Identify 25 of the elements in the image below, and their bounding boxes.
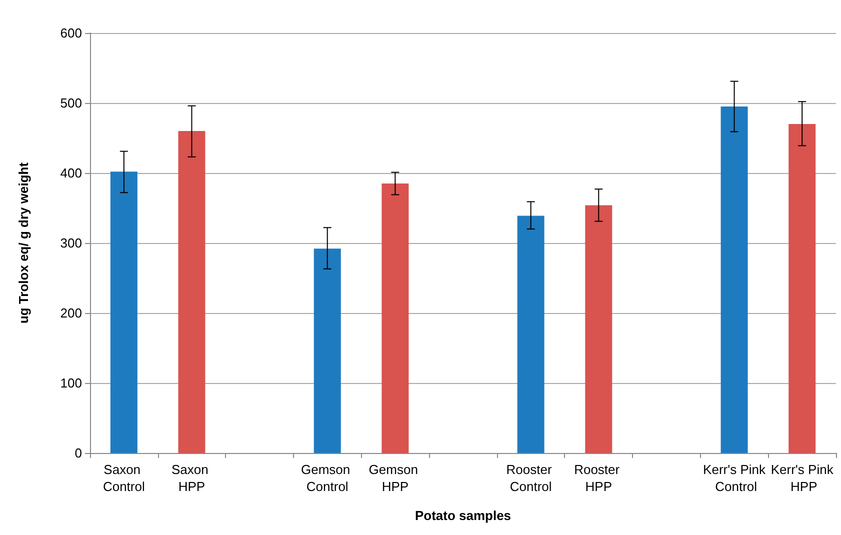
x-axis-title: Potato samples [414,508,512,523]
bar [314,248,341,453]
bar [788,124,816,453]
bar [110,172,138,453]
bar [178,131,206,453]
y-tick-label: 0 [74,446,82,460]
y-tick-label: 100 [60,376,82,390]
x-tick-label: Rooster HPP [574,462,624,494]
x-tick-label: Saxon HPP [171,462,212,494]
x-tick-label: Saxon Control [102,462,145,494]
bar [517,216,544,453]
bar [720,106,748,453]
x-tick-label: Rooster Control [506,462,556,494]
x-tick-label: Gemson Control [300,462,354,494]
y-tick-label: 400 [60,166,82,180]
x-tick-label: Kerr's Pink Control [703,462,766,494]
x-tick-label: Kerr's Pink HPP [770,462,834,494]
y-tick-label: 300 [60,236,82,250]
bar [382,184,409,453]
x-tick-label: Gemson HPP [368,462,422,494]
y-tick-label: 600 [60,26,82,40]
bar [585,205,612,453]
y-tick-label: 200 [60,306,82,320]
y-tick-label: 500 [60,96,82,110]
y-axis-title: ug Trolox eq/ g dry weight [16,162,31,324]
